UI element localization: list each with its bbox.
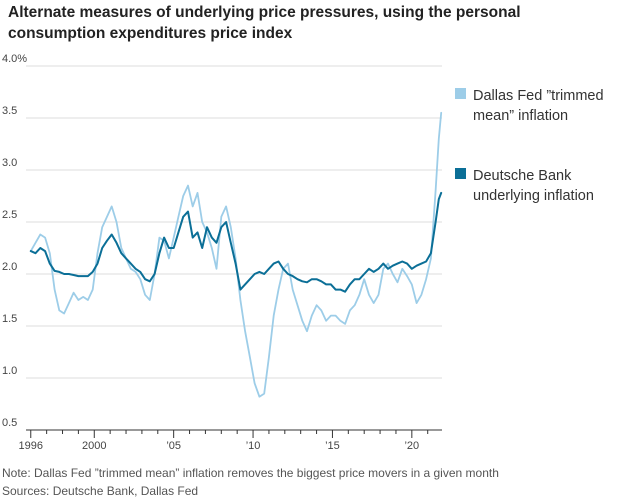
sources-note: Sources: Deutsche Bank, Dallas Fed: [2, 484, 199, 498]
y-tick-label: 3.0: [2, 157, 17, 169]
y-tick-label: 3.5: [2, 105, 17, 117]
legend-label-deutsche: underlying inflation: [473, 188, 594, 204]
legend-swatch-deutsche: [455, 168, 466, 179]
x-tick-label: ’10: [246, 440, 261, 452]
legend-label-trimmed: mean” inflation: [473, 108, 568, 124]
footnote: Note: Dallas Fed ”trimmed mean” inflatio…: [2, 466, 499, 480]
series-layer: [29, 111, 443, 398]
y-tick-label: 0.5: [2, 417, 17, 429]
y-tick-label: 4.0%: [2, 53, 27, 65]
y-tick-label: 1.0: [2, 365, 17, 377]
chart-title: Alternate measures of underlying price p…: [8, 4, 521, 42]
legend-swatch-trimmed: [455, 88, 466, 99]
y-tick-label: 2.5: [2, 209, 17, 221]
x-tick-label: 2000: [82, 440, 106, 452]
y-tick-label: 2.0: [2, 261, 17, 273]
x-tick-label: ’15: [325, 440, 340, 452]
grid-layer: [26, 65, 442, 379]
x-tick-label: ’05: [166, 440, 181, 452]
legend-label-deutsche: Deutsche Bank: [473, 168, 572, 184]
series-line-trimmed: [29, 111, 443, 398]
x-tick-label: 1996: [19, 440, 43, 452]
x-tick-label: ’20: [404, 440, 419, 452]
series-line-deutsche: [29, 191, 443, 293]
legend-label-trimmed: Dallas Fed ”trimmed: [473, 88, 604, 104]
legend: Dallas Fed ”trimmed mean” inflation Deutsc…: [455, 88, 604, 204]
y-tick-label: 1.5: [2, 313, 17, 325]
